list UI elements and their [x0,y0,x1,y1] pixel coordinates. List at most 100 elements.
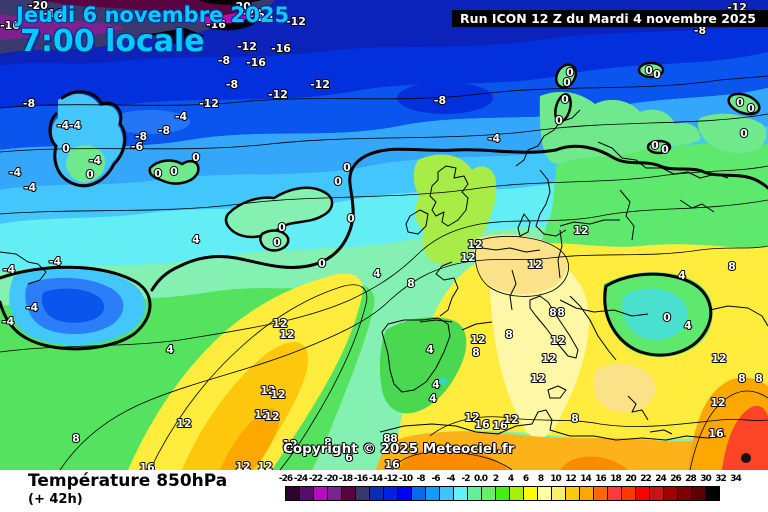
model-run-bar: Run ICON 12 Z du Mardi 4 novembre 2025 [452,10,768,27]
legend-tick: -14 [368,474,383,484]
temp-label: 0 [736,96,744,109]
legend-color-box [313,486,328,501]
temp-label: 4 [684,319,692,332]
temp-label: 8 [557,306,565,319]
legend-tick: 20 [625,474,637,484]
temp-label: 4 [432,378,440,391]
temp-label: 0 [154,167,162,180]
legend-color-box [439,486,454,501]
temp-label: -20 [253,11,273,24]
legend-color-box [523,486,538,501]
date-text: Jeudi 6 novembre 2025 [16,3,290,27]
temp-label: 8 [755,372,763,385]
legend-tick: 10 [550,474,562,484]
temp-label: 4 [678,269,686,282]
legend-color-box [509,486,524,501]
temp-label: 0 [653,68,661,81]
legend-color-box [621,486,636,501]
legend-color-box [299,486,314,501]
legend-color-box [705,486,720,501]
legend-color-box [551,486,566,501]
temp-label: -16 [43,7,63,20]
temp-label: -4 [175,110,188,123]
temp-label: 4 [429,392,437,405]
temp-label: -8 [158,124,170,137]
legend-tick: -16 [353,474,368,484]
temp-label: 12 [282,438,297,451]
temp-label: 12 [573,224,588,237]
temp-label: 8 [549,306,557,319]
temp-label: -4 [57,119,70,132]
temp-label: 8 [728,260,736,273]
legend-tick-row: -26 -24 -22 -20 -18 -16 -14 -12 -10 -8 -6 -4 -2 0.0 2 4… [278,474,743,484]
temp-label: 8 [383,432,391,445]
temp-label: -4 [3,263,16,276]
temp-label: -16 [0,19,20,32]
legend-color-box [635,486,650,501]
temp-label: -8 [226,78,238,91]
temp-label: 4 [426,343,434,356]
temp-label: 12 [279,328,294,341]
temp-label: 12 [550,334,565,347]
temp-label: -20 [231,0,251,13]
legend-color-box [341,486,356,501]
temperature-map: -20 -16 -16 -16 -20 -22 -20 -12 -12 -16 -8 -16 -12 -8… [0,0,768,475]
legend-tick: 34 [730,474,742,484]
legend-color-box [383,486,398,501]
temp-label: 16 [492,419,508,432]
temp-label: 16 [708,427,724,440]
isotherm-contours [0,75,768,471]
temp-label: -6 [131,140,144,153]
temp-label: -12 [286,15,306,28]
temp-label: 8 [571,412,579,425]
temp-label: -12 [310,78,330,91]
legend-tick: -6 [431,474,441,484]
legend-color-box [649,486,664,501]
legend-tick: 32 [715,474,727,484]
legend-color-box [425,486,440,501]
legend-color-box [355,486,370,501]
legend-tick: 4 [507,474,514,484]
temp-label: 12 [710,396,725,409]
temp-label: 8 [505,328,513,341]
temp-label: -12 [268,88,288,101]
temp-label: -12 [237,40,257,53]
temp-label: 0 [86,168,94,181]
temp-label: 0 [740,127,748,140]
zero-isotherm [0,90,768,357]
legend-tick: 2 [492,474,499,484]
temp-label: -8 [434,94,446,107]
legend-tick: 26 [670,474,682,484]
legend-tick: -2 [461,474,471,484]
temp-label: 12 [467,238,482,251]
legend-tick: -22 [308,474,323,484]
temp-label: 12 [272,317,287,330]
legend-color-box [327,486,342,501]
temp-label: 8 [72,432,80,445]
legend-tick: 16 [595,474,607,484]
temp-label: 8 [738,372,746,385]
legend-color-box [285,486,300,501]
legend-color-box [397,486,412,501]
temp-label: 4 [166,343,174,356]
temp-label: 0 [62,142,70,155]
temp-label: 16 [384,458,400,470]
temp-label: 0 [747,102,755,115]
temp-label: 0 [663,311,671,324]
temp-label: -4 [9,166,22,179]
temp-label: 0 [192,151,200,164]
temp-label: -12 [199,97,219,110]
legend-color-box [537,486,552,501]
legend-tick: 18 [610,474,622,484]
legend-tick: 24 [655,474,667,484]
legend-tick: 0.0 [474,474,488,484]
legend-color-box [663,486,678,501]
temp-label: 8 [407,277,415,290]
temp-label: 6 [345,451,353,464]
temp-label: 16 [139,461,155,470]
temp-label: 12 [176,417,191,430]
temp-label: 0 [651,139,659,152]
temp-label: 12 [711,352,726,365]
temp-label: 0 [170,165,178,178]
